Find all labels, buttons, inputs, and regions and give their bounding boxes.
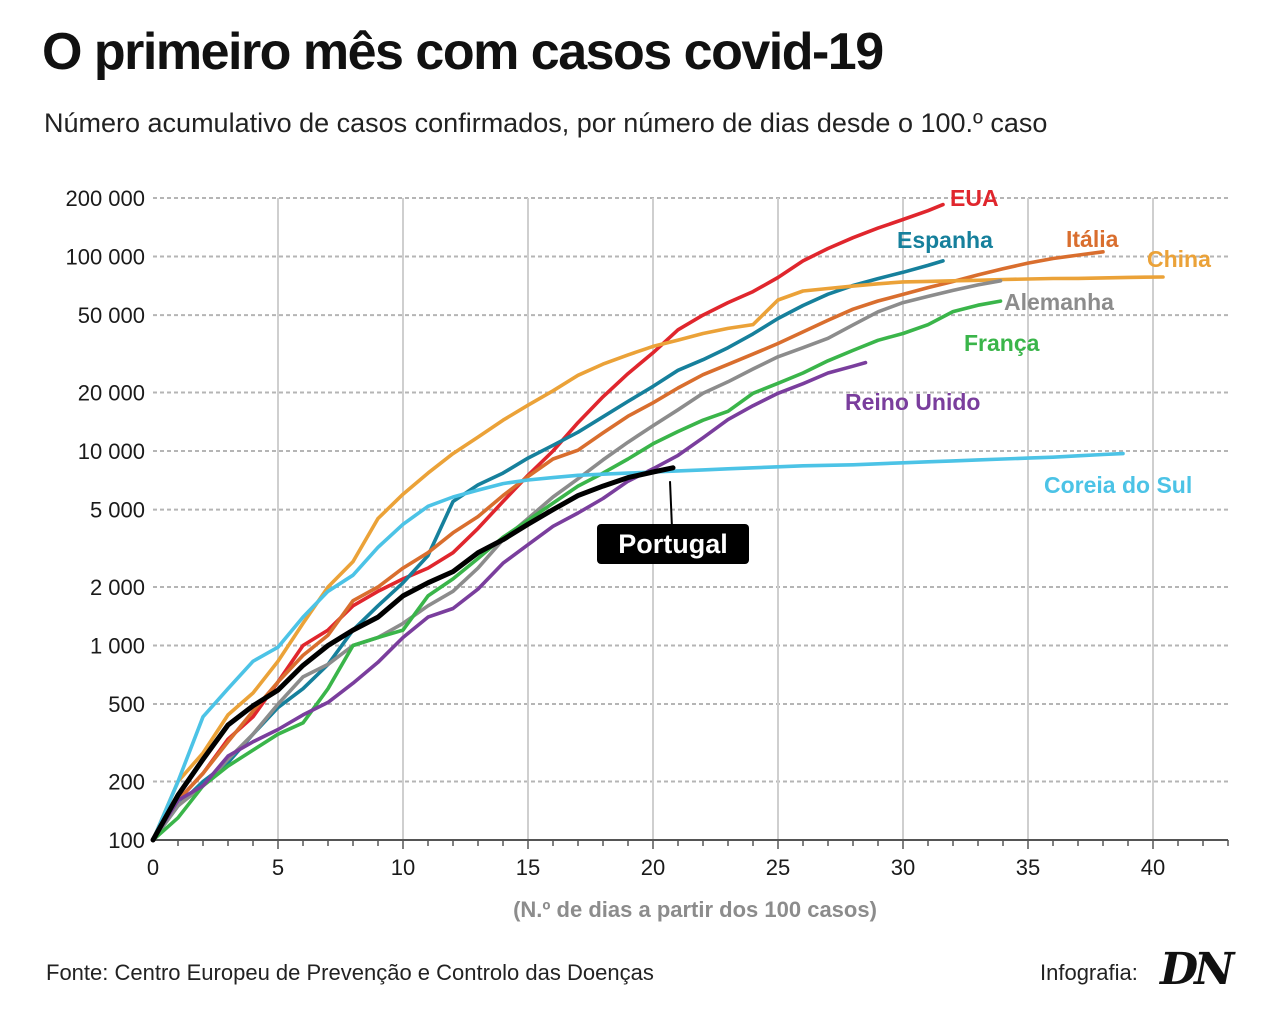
y-tick-label: 50 000 [78, 303, 145, 328]
chart-subtitle: Número acumulativo de casos confirmados,… [44, 108, 1048, 138]
series-line-eua [151, 202, 945, 842]
series-labels: EUA Espanha Itália China Alemanha França Reino… [597, 185, 1211, 564]
y-tick-label: 100 [108, 828, 145, 853]
credit-label: Infografia: [1040, 960, 1138, 985]
x-tick-label: 15 [516, 855, 540, 880]
source-note: Fonte: Centro Europeu de Prevenção e Con… [46, 960, 654, 985]
y-tick-label: 500 [108, 692, 145, 717]
x-tick-label: 20 [641, 855, 665, 880]
x-tick-label: 40 [1141, 855, 1165, 880]
x-axis-label: (N.º de dias a partir dos 100 casos) [513, 897, 877, 922]
series-label-alemanha: Alemanha [1004, 289, 1114, 315]
x-tick-label: 5 [272, 855, 284, 880]
y-tick-label: 100 000 [65, 245, 145, 270]
series-line-reino-unido [151, 360, 868, 842]
series-label-fran-a: França [964, 330, 1040, 356]
series-line-alemanha [151, 278, 1003, 842]
series-label-it-lia: Itália [1066, 226, 1119, 252]
portugal-pointer [669, 481, 673, 529]
x-tick-label: 35 [1016, 855, 1040, 880]
x-tick-label: 0 [147, 855, 159, 880]
x-tick-label: 30 [891, 855, 915, 880]
series-line-espanha [151, 259, 945, 842]
chart-title: O primeiro mês com casos covid-19 [42, 23, 884, 81]
series-label-china: China [1147, 246, 1211, 272]
series-line-it-lia [151, 250, 1105, 842]
x-tick-label: 10 [391, 855, 415, 880]
y-tick-label: 10 000 [78, 439, 145, 464]
series-label-reino-unido: Reino Unido [845, 389, 980, 415]
y-tick-label: 2 000 [90, 575, 145, 600]
y-tick-label: 200 [108, 769, 145, 794]
series-label-eua: EUA [950, 185, 999, 211]
series-label-coreia-do-sul: Coreia do Sul [1044, 472, 1192, 498]
x-tick-label: 25 [766, 855, 790, 880]
series-label-portugal: Portugal [618, 529, 728, 559]
dn-logo: DN [1160, 944, 1234, 995]
y-tick-label: 5 000 [90, 498, 145, 523]
y-tick-label: 1 000 [90, 634, 145, 659]
portugal-label-box [597, 524, 749, 564]
series-line-fran-a [151, 299, 1003, 842]
y-tick-label: 200 000 [65, 186, 145, 211]
series [150, 202, 1165, 843]
y-tick-label: 20 000 [78, 380, 145, 405]
series-label-espanha: Espanha [897, 227, 993, 253]
series-line-portugal [150, 465, 676, 843]
